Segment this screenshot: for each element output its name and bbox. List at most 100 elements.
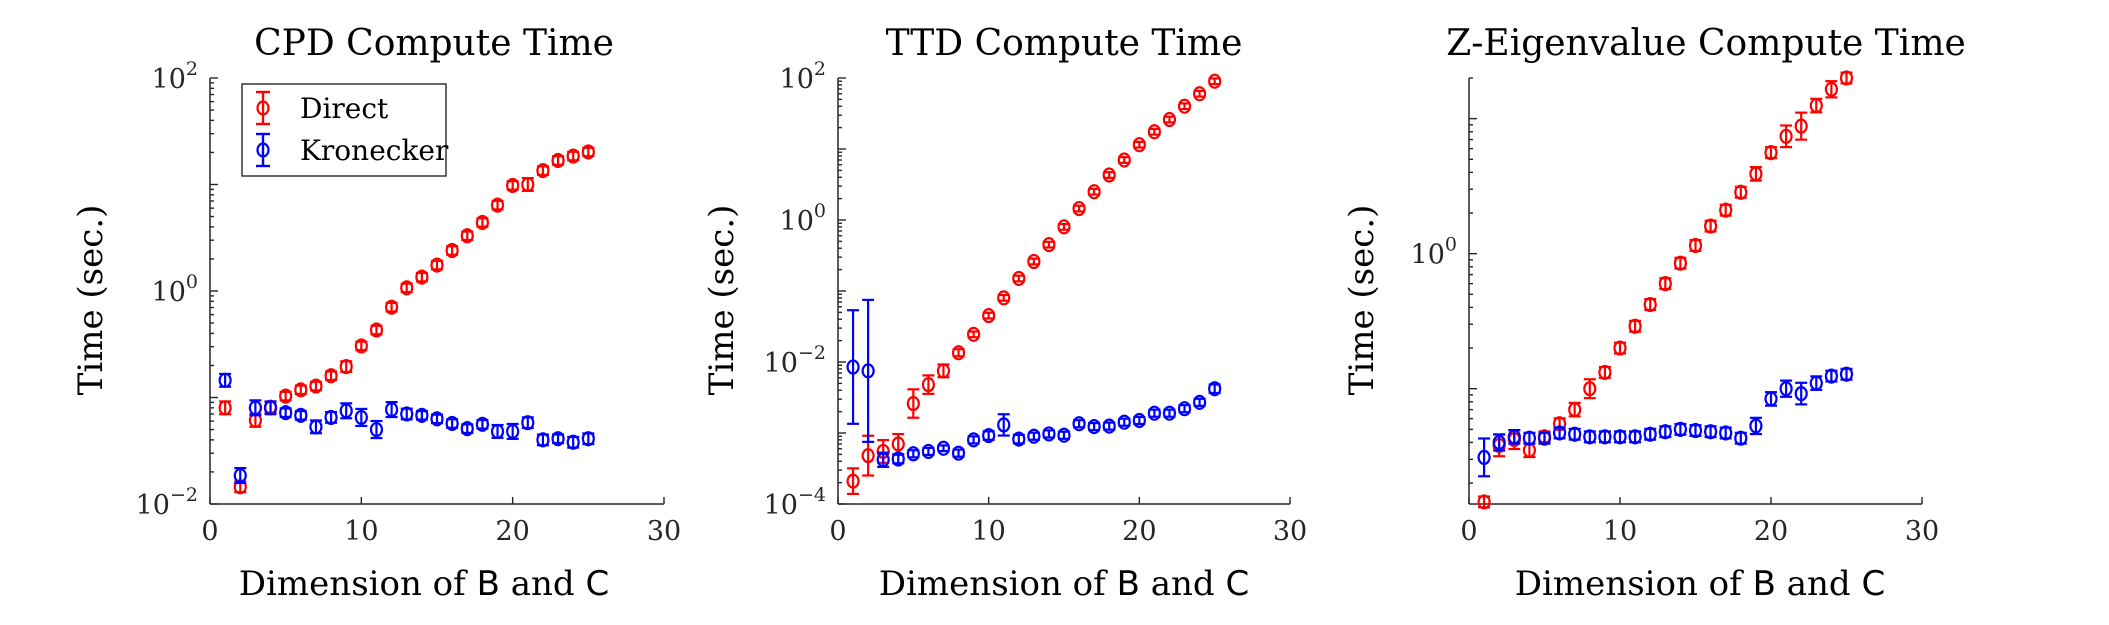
z-eigenvalue-kronecker-point <box>1688 422 1703 439</box>
cpd-x-tick-label: 30 <box>647 516 681 547</box>
ttd-direct-point <box>921 374 936 395</box>
cpd-kronecker-point <box>415 407 429 423</box>
ttd-kronecker-point <box>1042 426 1056 442</box>
cpd-direct-point <box>218 400 232 416</box>
z-eigenvalue-kronecker-point <box>1628 429 1642 445</box>
ttd-direct-point <box>1192 86 1207 102</box>
cpd-direct-point <box>369 322 384 338</box>
ttd-x-tick-label: 20 <box>1122 516 1156 547</box>
z-eigenvalue-kronecker-point <box>1794 381 1808 406</box>
ttd-kronecker-point <box>1192 394 1207 410</box>
cpd-kronecker-point <box>263 400 278 416</box>
z-eigenvalue-kronecker-point <box>1507 428 1521 445</box>
z-eigenvalue-xlabel: Dimension of B and C <box>1515 564 1885 604</box>
ttd-kronecker-point <box>1012 431 1026 447</box>
cpd-kronecker-point <box>324 409 338 426</box>
cpd-direct-point <box>506 177 520 194</box>
z-eigenvalue-x-tick-label: 0 <box>1460 516 1477 547</box>
ttd-kronecker-point <box>1027 428 1041 444</box>
z-eigenvalue-kronecker-point <box>1764 391 1778 407</box>
z-eigenvalue-direct-point <box>1658 276 1672 292</box>
z-eigenvalue-kronecker-point <box>1809 375 1823 391</box>
z-eigenvalue-kronecker-point <box>1537 430 1552 446</box>
cpd-kronecker-point <box>460 421 474 437</box>
cpd-kronecker-point <box>309 419 323 435</box>
ttd-y-tick-label: 100 <box>780 200 826 237</box>
z-eigenvalue-direct-point <box>1779 124 1793 149</box>
ttd-kronecker-point <box>906 446 920 462</box>
ttd-direct-point <box>891 432 905 456</box>
cpd-direct-point <box>551 152 565 169</box>
cpd-direct-point <box>309 378 323 394</box>
cpd-direct-point <box>354 338 368 354</box>
cpd-direct-point <box>430 257 444 273</box>
legend-box <box>241 83 447 177</box>
legend: Direct Kronecker <box>241 83 449 177</box>
z-eigenvalue-direct-point <box>1749 166 1763 182</box>
legend-label-direct: Direct <box>300 92 389 125</box>
cpd-kronecker-point <box>279 405 293 421</box>
ttd-kronecker-point <box>876 451 890 468</box>
ttd-direct-point <box>1087 184 1101 200</box>
z-eigenvalue-kronecker-point <box>1492 433 1506 452</box>
cpd-kronecker-point <box>233 466 247 485</box>
cpd-x-tick-label: 10 <box>344 516 378 547</box>
ttd-kronecker-point <box>1057 427 1071 443</box>
ttd-kronecker-point <box>1147 405 1162 421</box>
z-eigenvalue-x-tick-label: 10 <box>1603 516 1637 547</box>
ttd-direct-point <box>1102 167 1116 183</box>
ttd-direct-point <box>1057 219 1071 235</box>
legend-marker-direct <box>256 90 270 126</box>
ttd-x-tick-label: 0 <box>829 516 846 547</box>
cpd-direct-point <box>279 388 293 404</box>
z-eigenvalue-direct-point <box>1794 111 1808 141</box>
cpd-kronecker-point <box>566 434 580 450</box>
z-eigenvalue-kronecker-point <box>1568 426 1582 442</box>
cpd-direct-point <box>294 382 308 398</box>
ttd-kronecker-point <box>1177 401 1192 417</box>
z-eigenvalue-direct-point <box>1703 218 1718 234</box>
ttd-direct-point <box>1012 270 1026 287</box>
ttd-y-tick-label: 10−4 <box>764 484 826 521</box>
ttd-kronecker-point <box>1087 419 1101 435</box>
ttd-title: TTD Compute Time <box>886 23 1243 64</box>
cpd-x-tick-label: 20 <box>495 516 529 547</box>
ttd-direct-point <box>1132 137 1146 153</box>
cpd-xlabel: Dimension of B and C <box>239 564 609 604</box>
cpd-direct-point <box>536 163 550 179</box>
cpd-panel: CPD Compute Time Dimension of B and C Ti… <box>71 23 681 604</box>
ttd-kronecker-point <box>1117 414 1131 430</box>
z-eigenvalue-title: Z-Eigenvalue Compute Time <box>1446 23 1966 64</box>
z-eigenvalue-kronecker-point <box>1477 437 1491 478</box>
ttd-kronecker-point <box>861 298 875 443</box>
ttd-x-tick-label: 30 <box>1273 516 1307 547</box>
legend-label-kronecker: Kronecker <box>300 134 449 167</box>
cpd-direct-point <box>460 228 474 244</box>
ttd-kronecker-point <box>966 432 981 448</box>
z-eigenvalue-y-tick-label: 100 <box>1411 234 1457 271</box>
cpd-kronecker-point <box>294 407 308 423</box>
cpd-kronecker-point <box>369 419 384 440</box>
cpd-series-kronecker <box>218 372 595 485</box>
ttd-direct-point <box>1147 124 1162 140</box>
ttd-xlabel: Dimension of B and C <box>879 564 1249 604</box>
legend-marker-kronecker <box>256 132 270 168</box>
ttd-direct-point <box>951 345 966 361</box>
cpd-direct-point <box>490 197 505 213</box>
cpd-ylabel: Time (sec.) <box>71 205 111 396</box>
cpd-direct-point <box>415 269 429 285</box>
z-eigenvalue-kronecker-point <box>1703 424 1718 440</box>
ttd-direct-point <box>1208 73 1222 89</box>
cpd-kronecker-point <box>400 406 414 422</box>
cpd-title: CPD Compute Time <box>254 23 614 64</box>
ttd-kronecker-point <box>891 451 905 467</box>
z-eigenvalue-kronecker-point <box>1598 429 1612 445</box>
cpd-direct-point <box>521 176 535 193</box>
ttd-kronecker-point <box>1132 412 1146 429</box>
z-eigenvalue-x-tick-label: 30 <box>1905 516 1939 547</box>
z-eigenvalue-direct-point <box>1809 97 1823 114</box>
ttd-x-tick-label: 10 <box>971 516 1005 547</box>
cpd-kronecker-point <box>536 432 550 448</box>
cpd-kronecker-point <box>581 431 595 447</box>
